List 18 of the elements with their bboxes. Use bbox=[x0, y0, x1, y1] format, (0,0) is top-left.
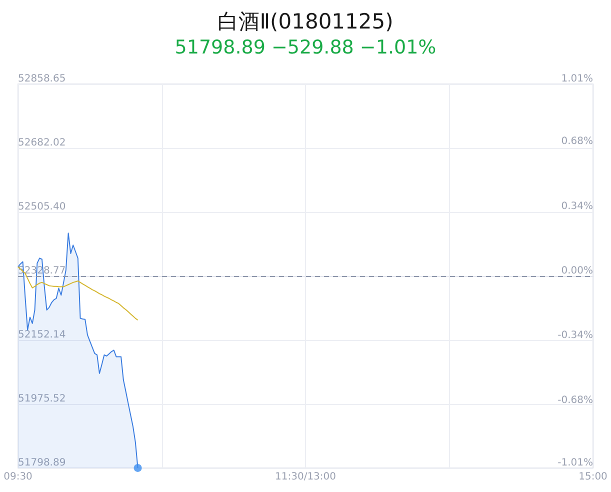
x-tick-label: 11:30/13:00 bbox=[274, 472, 336, 482]
x-tick-label: 09:30 bbox=[4, 472, 32, 482]
y-tick-label: 52152.14 bbox=[18, 330, 66, 340]
y-tick-label: 52505.40 bbox=[18, 202, 66, 212]
y2-tick-label: 0.68% bbox=[561, 136, 593, 148]
y-tick-label: 52858.65 bbox=[18, 74, 66, 84]
y2-tick-label: -0.34% bbox=[558, 330, 593, 342]
y2-tick-label: -0.68% bbox=[558, 394, 593, 406]
y-tick-label: 52682.02 bbox=[18, 138, 66, 148]
y2-tick-label: 1.01% bbox=[561, 74, 593, 84]
chart-subtitle: 51798.89 −529.88 −1.01% bbox=[174, 36, 436, 58]
y2-tick-label: -1.01% bbox=[558, 458, 593, 468]
y2-tick-label: 0.00% bbox=[561, 266, 593, 276]
y2-tick-label: 0.34% bbox=[561, 200, 593, 212]
y-tick-label: 51975.52 bbox=[18, 394, 66, 404]
chart-title: 白酒Ⅱ(01801125) bbox=[218, 10, 394, 34]
y-tick-label: 51798.89 bbox=[18, 458, 66, 468]
x-tick-label: 15:00 bbox=[578, 472, 608, 482]
